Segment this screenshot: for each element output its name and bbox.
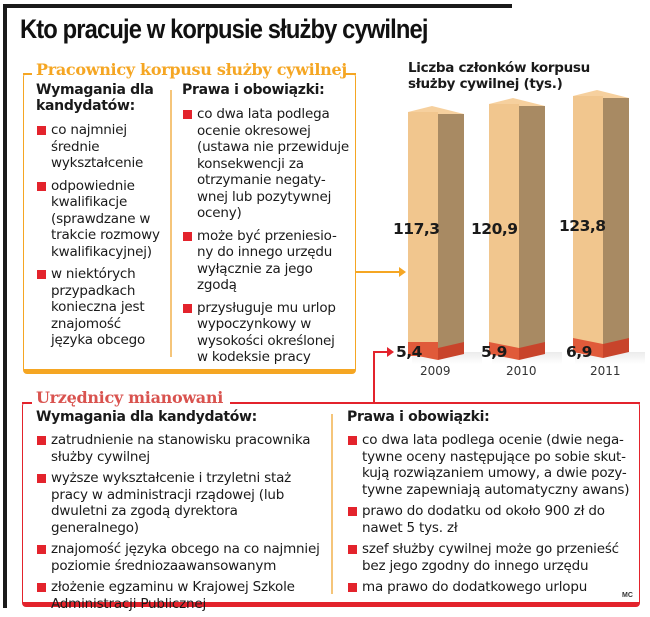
section1-title: Pracownicy korpusu służby cywilnej bbox=[36, 60, 347, 79]
section1-box bbox=[23, 73, 356, 374]
bullet-icon bbox=[183, 110, 192, 119]
section2-title: Urzędnicy mianowani bbox=[36, 388, 223, 407]
list-item: co najmniej średnie wykształcenie bbox=[36, 122, 166, 172]
section2-border-top-left bbox=[22, 402, 32, 404]
section1-divider bbox=[170, 90, 172, 357]
list-item: odpowiednie kwalifikacje (sprawdzane w t… bbox=[36, 178, 166, 261]
list-item: co dwa lata podlega ocenie (dwie nega- t… bbox=[347, 432, 632, 498]
section2-box bbox=[22, 402, 640, 607]
bullet-icon bbox=[348, 583, 357, 592]
bullet-icon bbox=[37, 270, 46, 279]
list-item: prawo do dodatku od około 900 zł do nawe… bbox=[347, 503, 632, 536]
orange-arrow-icon bbox=[399, 267, 406, 277]
bullet-icon bbox=[37, 545, 46, 554]
x-tick-2011: 2011 bbox=[590, 364, 621, 378]
bullet-icon bbox=[348, 545, 357, 554]
section1-requirements: Wymagania dla kandydatów: co najmniej śr… bbox=[36, 82, 166, 349]
bar-value-2010: 120,9 bbox=[471, 220, 518, 238]
list-item: wyższe wykształcenie i trzyletni staż pr… bbox=[36, 470, 326, 536]
section2-rights: Prawa i obowiązki: co dwa lata podlega o… bbox=[347, 409, 632, 596]
page-title: Kto pracuje w korpusie służby cywilnej bbox=[20, 14, 428, 44]
x-tick-2010: 2010 bbox=[506, 364, 537, 378]
list-item: ma prawo do dodatkowego urlopu bbox=[347, 579, 632, 596]
base-value-2010: 5,9 bbox=[481, 343, 507, 361]
section2-divider bbox=[331, 414, 333, 594]
chart-title: Liczba członków korpusu służby cywilnej … bbox=[408, 60, 590, 92]
frame-left-border bbox=[3, 4, 7, 608]
section1-rights: Prawa i obowiązki: co dwa lata podlega o… bbox=[182, 82, 352, 366]
x-tick-2009: 2009 bbox=[420, 364, 451, 378]
list-item: w niektórych przypadkach konieczna jest … bbox=[36, 266, 166, 349]
section1-requirements-heading: Wymagania dla kandydatów: bbox=[36, 82, 154, 114]
list-item: co dwa lata podlega ocenie okresowej (us… bbox=[182, 106, 352, 222]
list-item: znajomość języka obcego na co najmniej p… bbox=[36, 541, 326, 574]
base-value-2011: 6,9 bbox=[566, 343, 592, 361]
bullet-icon bbox=[37, 181, 46, 191]
bar-value-2009: 117,3 bbox=[393, 220, 440, 238]
bullet-icon bbox=[37, 474, 46, 483]
bullet-icon bbox=[183, 231, 192, 241]
bullet-icon bbox=[37, 583, 46, 592]
red-connector-vertical bbox=[373, 351, 375, 403]
list-item: zatrudnienie na stanowisku pracownika sł… bbox=[36, 432, 326, 465]
bullet-icon bbox=[37, 126, 46, 135]
frame-top-border bbox=[3, 4, 512, 8]
bullet-icon bbox=[348, 507, 357, 516]
author-credit: MC bbox=[622, 592, 633, 599]
list-item: przysługuje mu urlop wypoczynkowy w wyso… bbox=[182, 300, 352, 366]
bullet-icon bbox=[348, 436, 357, 445]
section2-rights-heading: Prawa i obowiązki: bbox=[347, 409, 490, 425]
red-arrow-icon bbox=[387, 347, 394, 357]
bullet-icon bbox=[183, 303, 192, 313]
base-value-2009: 5,4 bbox=[396, 343, 422, 361]
section1-border-top-left bbox=[23, 73, 32, 75]
section1-rights-heading: Prawa i obowiązki: bbox=[182, 82, 325, 98]
list-item: szef służby cywilnej może go przenieść b… bbox=[347, 541, 632, 574]
orange-connector-line bbox=[356, 271, 404, 273]
section2-requirements: Wymagania dla kandydatów: zatrudnienie n… bbox=[36, 409, 326, 612]
section2-requirements-heading: Wymagania dla kandydatów: bbox=[36, 409, 257, 425]
list-item: złożenie egzaminu w Krajowej Szkole Admi… bbox=[36, 579, 326, 612]
list-item: może być przeniesio- ny do innego urzędu… bbox=[182, 228, 352, 294]
bullet-icon bbox=[37, 436, 46, 445]
section1-border-top-right bbox=[345, 73, 356, 75]
bar-value-2011: 123,8 bbox=[559, 217, 606, 235]
red-connector-horizontal bbox=[373, 351, 389, 353]
section2-border-top-right bbox=[230, 402, 640, 404]
